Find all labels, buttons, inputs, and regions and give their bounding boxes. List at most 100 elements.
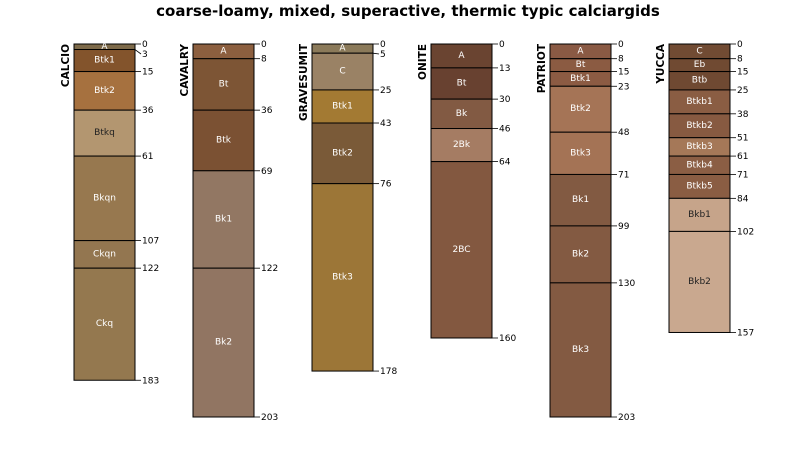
depth-label: 25 [737, 86, 748, 96]
horizon-rect [549, 282, 612, 418]
horizon-label: A [101, 42, 108, 52]
horizon-label: Btkb1 [686, 97, 712, 107]
horizon-label: Btk2 [332, 148, 353, 158]
horizon-rect [430, 161, 493, 339]
horizon-label: 2BC [452, 245, 470, 255]
horizon-label: A [220, 46, 227, 56]
horizon-label: Bk3 [572, 345, 589, 355]
depth-tick [134, 49, 142, 55]
depth-label: 15 [618, 68, 629, 78]
profile-name: GRAVESUMIT [298, 43, 310, 121]
horizon-label: C [339, 67, 345, 77]
horizon-label: Btk1 [94, 56, 115, 66]
horizon-label: Ckq [96, 319, 113, 329]
profile-yucca: YUCCA C Eb Btb Btkb1 Btkb2 Btkb3 Btkb4 Btkb5 Bkb1… [655, 40, 754, 338]
profile-name: CAVALRY [179, 44, 191, 97]
depth-label: 107 [142, 237, 159, 247]
profile-cavalry: CAVALRY A Bt Btk Bk1 Bk2 0 8 36 69 122 203 [179, 40, 278, 423]
horizon-rect [73, 155, 136, 242]
depth-label: 5 [380, 50, 386, 60]
profile-name: CALCIO [60, 44, 72, 87]
horizon-rect [192, 267, 255, 418]
horizon-label: Btk2 [94, 86, 115, 96]
horizon-label: Bk2 [572, 249, 589, 259]
depth-label: 38 [737, 110, 749, 120]
horizon-label: C [696, 46, 702, 56]
depth-label: 8 [261, 55, 267, 65]
depth-label: 69 [261, 167, 273, 177]
horizon-label: Btk [216, 135, 232, 145]
depth-label: 15 [142, 68, 153, 78]
horizon-label: Bt [219, 79, 229, 89]
depth-label: 203 [261, 413, 278, 423]
horizon-label: A [339, 44, 346, 54]
depth-label: 8 [618, 55, 624, 65]
horizon-label: Btkb3 [686, 142, 712, 152]
horizon-rect [73, 71, 136, 111]
depth-tick [372, 52, 380, 55]
horizon-label: Ckqn [93, 249, 116, 259]
horizon-label: Bkqn [93, 193, 116, 203]
horizon-rect [668, 230, 731, 333]
horizon-rect [192, 170, 255, 269]
horizon-label: Btb [692, 76, 708, 86]
horizon-label: Btkb4 [686, 160, 713, 170]
horizon-label: Eb [694, 60, 706, 70]
horizon-label: Btk1 [570, 74, 591, 84]
profile-calcio: CALCIO A Btk1 Btk2 Btkq Bkqn Ckqn Ckq 03 15 36 61 10… [60, 40, 159, 386]
depth-label: 61 [142, 152, 153, 162]
profile-name: PATRIOT [536, 43, 548, 93]
depth-label: 0 [737, 40, 743, 50]
depth-label: 0 [618, 40, 624, 50]
horizon-label: Bkb1 [688, 210, 711, 220]
depth-label: 0 [261, 40, 267, 50]
horizon-label: Bk2 [215, 338, 232, 348]
horizon-label: Bk1 [215, 214, 232, 224]
horizon-label: Bk1 [572, 195, 589, 205]
horizon-label: Bkb2 [688, 277, 711, 287]
depth-label: 36 [261, 106, 273, 116]
depth-label: 43 [380, 119, 391, 129]
depth-label: 48 [618, 128, 630, 138]
horizon-rect [430, 128, 493, 163]
horizon-rect [549, 173, 612, 227]
depth-label: 13 [499, 64, 510, 74]
profile-patriot: PATRIOT A Bt Btk1 Btk2 Btk3 Bk1 Bk2 Bk3 0 8 15 23 48 7… [536, 40, 635, 423]
horizon-label: Btk1 [332, 101, 353, 111]
depth-label: 183 [142, 376, 159, 386]
depth-label: 76 [380, 180, 392, 190]
horizon-rect [549, 131, 612, 175]
depth-label: 130 [618, 279, 635, 289]
depth-label: 99 [618, 222, 630, 232]
horizon-label: A [458, 51, 465, 61]
depth-label: 64 [499, 158, 511, 168]
depth-label: 71 [737, 170, 748, 180]
horizon-label: Btk3 [570, 148, 591, 158]
profile-onite: ONITE A Bt Bk 2Bk 2BC 0 13 30 46 64 160 [417, 40, 516, 344]
depth-label: 3 [142, 50, 148, 60]
horizon-rect [549, 225, 612, 284]
depth-label: 36 [142, 106, 154, 116]
profile-name: YUCCA [655, 43, 667, 85]
depth-label: 102 [737, 227, 754, 237]
horizon-rect [73, 240, 136, 269]
depth-label: 178 [380, 367, 397, 377]
depth-label: 160 [499, 334, 516, 344]
horizon-label: Bk [456, 109, 468, 119]
depth-label: 0 [142, 40, 148, 50]
horizon-label: Bt [457, 79, 467, 89]
depth-label: 0 [380, 40, 386, 50]
horizon-label: Btkq [94, 128, 115, 138]
profiles-group: CALCIO ABtk1Btk2BtkqBkqnCkqnCkq0315366110… [60, 40, 754, 423]
horizon-label: Bt [576, 60, 586, 70]
depth-label: 8 [737, 55, 743, 65]
depth-label: 0 [499, 40, 505, 50]
horizon-label: A [577, 46, 584, 56]
horizon-rect [73, 267, 136, 381]
depth-label: 157 [737, 328, 754, 338]
depth-label: 23 [618, 82, 629, 92]
profile-name: ONITE [417, 44, 429, 80]
depth-label: 84 [737, 194, 749, 204]
horizon-label: Btkb2 [686, 121, 712, 131]
